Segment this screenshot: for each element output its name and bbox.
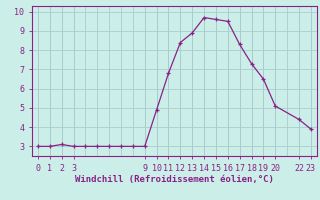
X-axis label: Windchill (Refroidissement éolien,°C): Windchill (Refroidissement éolien,°C) (75, 175, 274, 184)
